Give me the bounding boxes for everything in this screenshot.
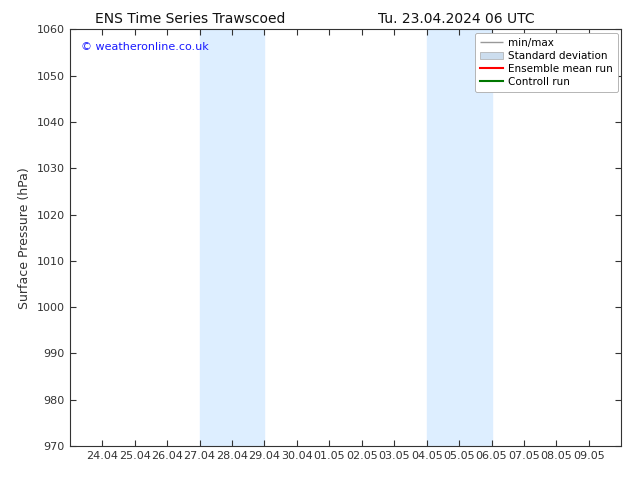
Bar <box>200 29 264 446</box>
Text: ENS Time Series Trawscoed: ENS Time Series Trawscoed <box>95 12 285 26</box>
Text: Tu. 23.04.2024 06 UTC: Tu. 23.04.2024 06 UTC <box>378 12 535 26</box>
Text: © weatheronline.co.uk: © weatheronline.co.uk <box>81 42 209 52</box>
Y-axis label: Surface Pressure (hPa): Surface Pressure (hPa) <box>18 167 31 309</box>
Bar <box>427 29 491 446</box>
Legend: min/max, Standard deviation, Ensemble mean run, Controll run: min/max, Standard deviation, Ensemble me… <box>475 32 618 92</box>
